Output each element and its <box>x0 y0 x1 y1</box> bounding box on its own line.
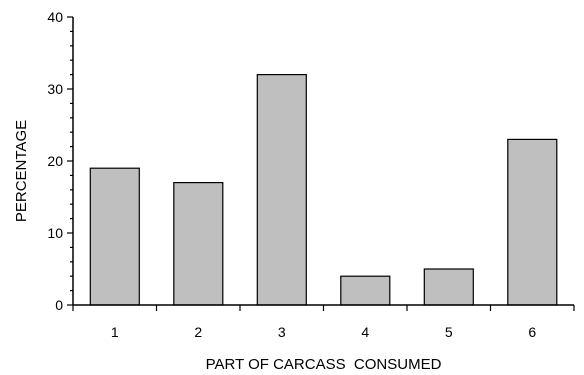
y-tick-label: 40 <box>47 9 63 25</box>
y-axis-title: PERCENTAGE <box>13 120 30 222</box>
x-tick-label: 2 <box>194 324 202 340</box>
y-tick-label: 10 <box>47 225 63 241</box>
y-tick-label: 20 <box>47 153 63 169</box>
y-ticks: 0 10 20 30 40 <box>47 9 73 313</box>
x-ticks: 1 2 3 4 5 6 <box>72 305 575 340</box>
axes-layer <box>72 17 574 306</box>
bar-4 <box>340 275 391 306</box>
bar-6 <box>507 138 558 306</box>
bars-layer <box>89 73 558 306</box>
x-tick-label: 4 <box>361 324 369 340</box>
bar-3 <box>256 73 307 306</box>
x-tick-label: 5 <box>445 324 453 340</box>
bar-5 <box>423 268 474 306</box>
x-axis-title: PART OF CARCASS CONSUMED <box>206 356 442 373</box>
bar-2 <box>173 182 224 306</box>
bar-1 <box>89 167 140 306</box>
x-tick-label: 6 <box>528 324 536 340</box>
y-tick-label: 30 <box>47 81 63 97</box>
x-tick-label: 3 <box>278 324 286 340</box>
y-tick-label: 0 <box>55 297 63 313</box>
x-tick-label: 1 <box>111 324 119 340</box>
